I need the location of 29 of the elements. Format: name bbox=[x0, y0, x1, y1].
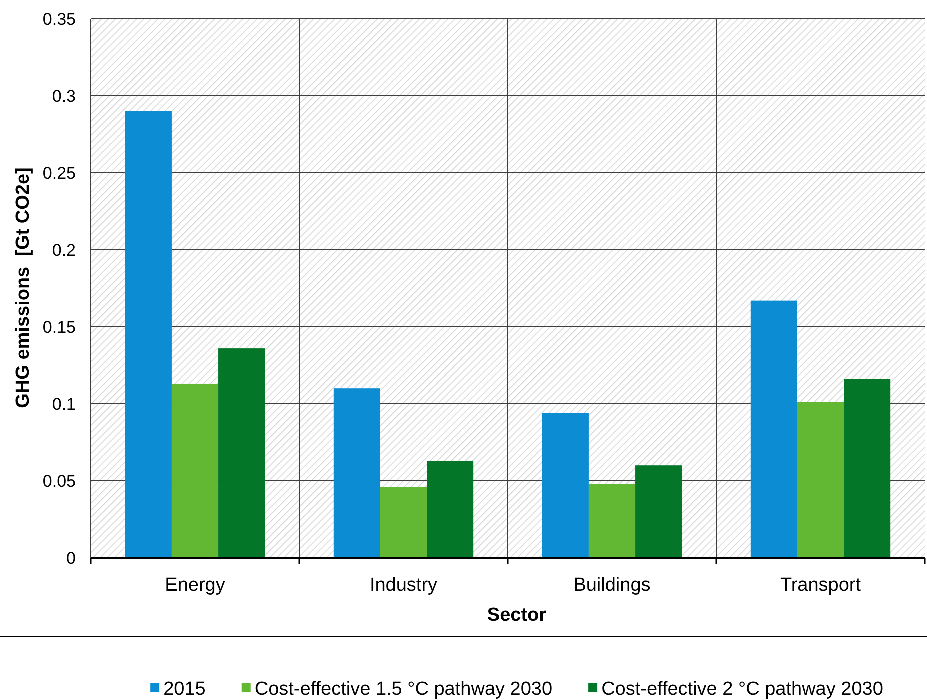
bar bbox=[172, 384, 219, 558]
bar bbox=[334, 388, 380, 558]
legend-label: Cost-effective 1.5 °C pathway 2030 bbox=[254, 679, 553, 700]
y-tick-label: 0.25 bbox=[42, 164, 76, 183]
y-tick-label: 0.2 bbox=[52, 240, 76, 260]
y-tick-label: 0.05 bbox=[42, 472, 76, 491]
bar bbox=[588, 484, 636, 558]
bar bbox=[125, 111, 172, 558]
x-tick-label: Transport bbox=[780, 575, 862, 596]
y-tick-label: 0.15 bbox=[42, 318, 76, 337]
y-tick-label: 0.35 bbox=[42, 10, 76, 29]
bar bbox=[797, 402, 844, 558]
legend-label: 2015 bbox=[164, 679, 206, 700]
legend-label: Cost-effective 2 °C pathway 2030 bbox=[602, 679, 884, 700]
x-axis-title: Sector bbox=[487, 605, 548, 626]
y-tick-label: 0 bbox=[66, 548, 76, 568]
bar bbox=[218, 348, 266, 558]
bar bbox=[542, 413, 589, 558]
x-tick-label: Energy bbox=[165, 575, 226, 596]
bar bbox=[636, 466, 682, 558]
x-tick-label: Industry bbox=[370, 575, 438, 596]
x-tick-label: Buildings bbox=[574, 575, 651, 596]
bar bbox=[380, 487, 428, 558]
bar bbox=[844, 379, 891, 558]
bar bbox=[427, 460, 474, 558]
bar bbox=[750, 300, 798, 558]
y-tick-label: 0.3 bbox=[52, 86, 76, 106]
y-axis-title: GHG emissions [Gt CO2e] bbox=[13, 168, 34, 408]
y-tick-label: 0.1 bbox=[52, 394, 76, 414]
